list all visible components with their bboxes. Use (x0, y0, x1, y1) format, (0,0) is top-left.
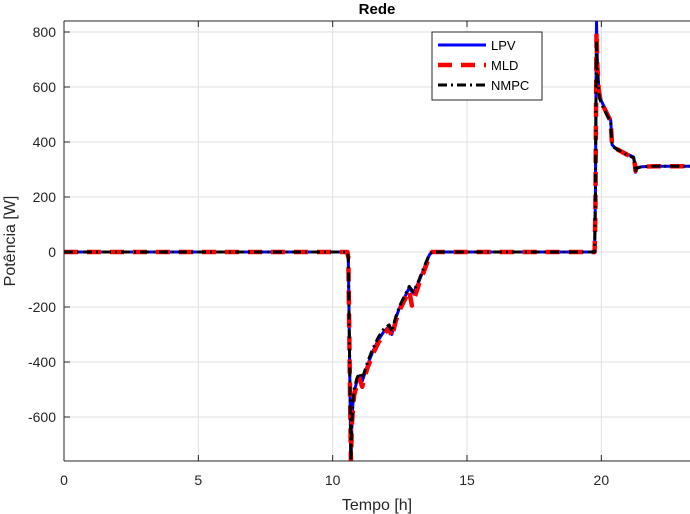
x-axis-label: Tempo [h] (342, 497, 412, 514)
x-tick-label: 15 (459, 472, 475, 488)
y-tick-label: 800 (33, 24, 57, 40)
y-tick-label: 400 (33, 134, 57, 150)
x-tick-label: 0 (60, 472, 68, 488)
y-axis-label: Potência [W] (2, 196, 19, 287)
x-tick-label: 5 (194, 472, 202, 488)
series-group (64, 21, 690, 461)
tick-labels: 0 5 10 15 20 -600 -400 -200 0 200 400 600 800 (28, 24, 609, 488)
y-tick-label: 600 (33, 79, 57, 95)
y-tick-label: 0 (48, 244, 56, 260)
y-tick-label: 200 (33, 189, 57, 205)
plot-area (64, 21, 690, 461)
legend-label-mld: MLD (491, 58, 518, 73)
x-tick-label: 20 (594, 472, 610, 488)
x-tick-label: 10 (325, 472, 341, 488)
legend-label-lpv: LPV (491, 38, 516, 53)
chart-title: Rede (359, 1, 396, 18)
y-tick-label: -400 (28, 354, 56, 370)
legend-label-nmpc: NMPC (491, 78, 529, 93)
y-tick-label: -600 (28, 409, 56, 425)
series-line-nmpc (64, 41, 690, 461)
y-tick-label: -200 (28, 299, 56, 315)
legend: LPV MLD NMPC (431, 31, 543, 101)
axes (63, 20, 690, 462)
